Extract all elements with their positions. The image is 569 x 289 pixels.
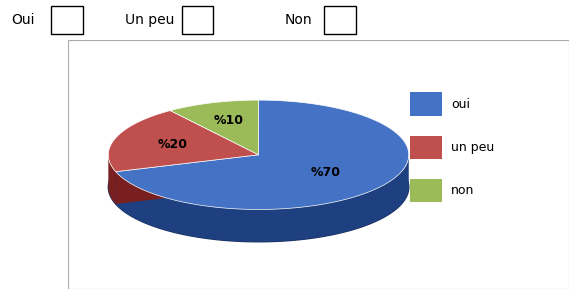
Polygon shape (116, 154, 409, 242)
Bar (410, 179, 442, 202)
Polygon shape (108, 132, 409, 242)
Bar (410, 92, 442, 116)
Bar (182, 6, 213, 34)
Text: non: non (451, 184, 475, 197)
Text: Un peu: Un peu (125, 13, 175, 27)
Polygon shape (170, 100, 258, 155)
Text: oui: oui (451, 98, 470, 110)
Text: %20: %20 (158, 138, 188, 151)
Polygon shape (108, 154, 116, 204)
Polygon shape (116, 100, 409, 210)
Polygon shape (116, 171, 258, 204)
Polygon shape (108, 111, 258, 172)
Bar (324, 6, 356, 34)
Text: %10: %10 (213, 114, 244, 127)
Bar (51, 6, 83, 34)
Text: Non: Non (284, 13, 312, 27)
Text: %70: %70 (311, 166, 340, 179)
Text: Oui: Oui (11, 13, 35, 27)
Bar (410, 136, 442, 159)
Text: un peu: un peu (451, 141, 494, 154)
